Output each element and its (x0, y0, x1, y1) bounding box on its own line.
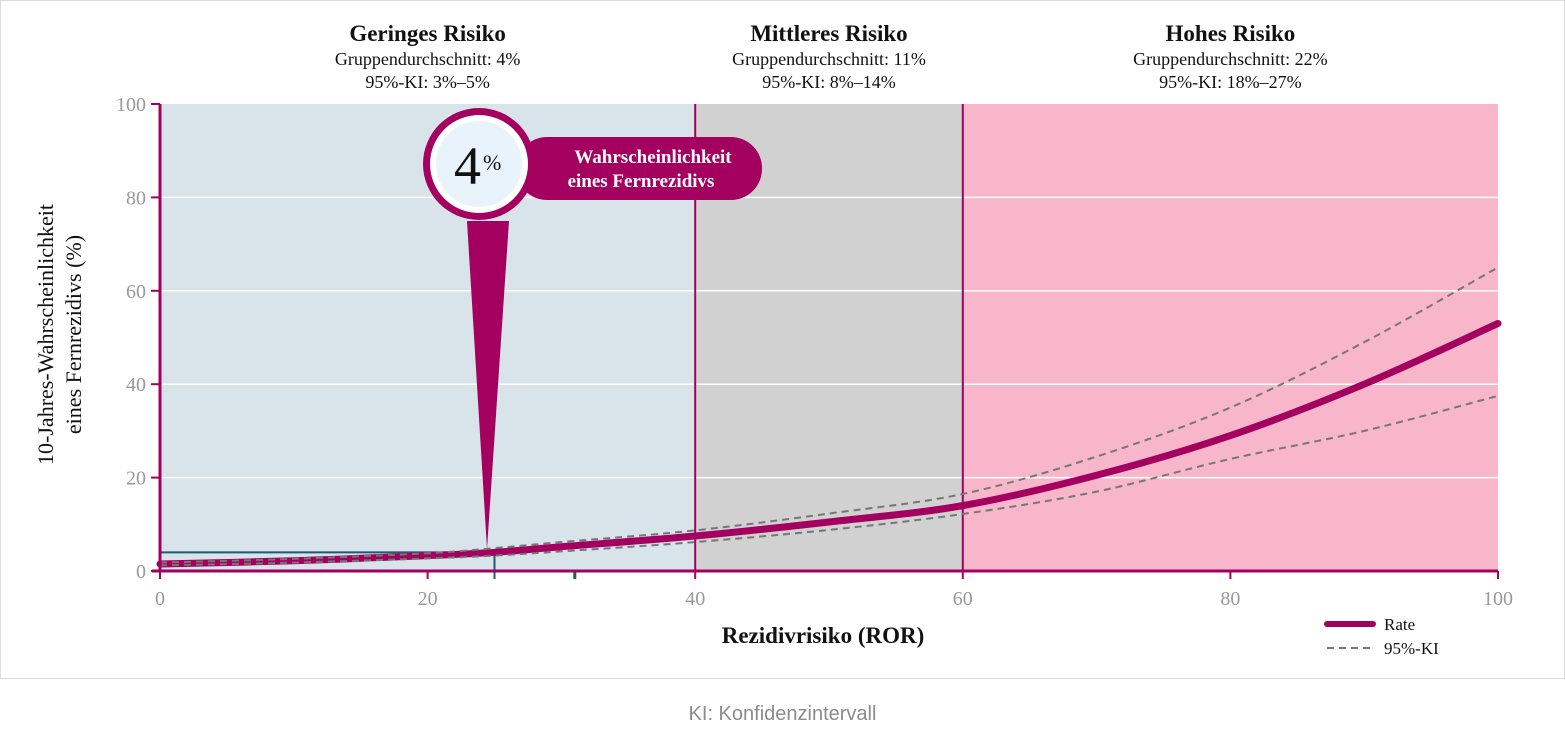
legend-rate-label: Rate (1384, 615, 1415, 634)
y-tick-label-40: 40 (126, 374, 146, 396)
marker-value: 4 (454, 136, 481, 196)
y-tick-label-80: 80 (126, 187, 146, 209)
footnote: KI: Konfidenzintervall (688, 703, 877, 725)
chart-svg: Geringes Risiko Gruppendurchschnitt: 4% 95… (33, 21, 1513, 658)
zone-ci-3: 95%-KI: 18%–27% (1159, 72, 1301, 92)
x-tick-label-80: 80 (1220, 588, 1240, 610)
y-axis-label-line1: 10-Jahres-Wahrscheinlichkeit (33, 204, 58, 465)
zone-title-2: Mittleres Risiko (750, 21, 907, 46)
marker-unit: % (483, 150, 501, 175)
zone-ci-1: 95%-KI: 3%–5% (365, 72, 489, 92)
y-tick-label-100: 100 (116, 94, 146, 116)
x-axis-label: Rezidivrisiko (ROR) (722, 623, 925, 648)
y-tick-label-0: 0 (136, 561, 146, 583)
x-tick-label-0: 0 (155, 588, 165, 610)
zone-average-3: Gruppendurchschnitt: 22% (1133, 49, 1327, 69)
ci-line-upper (159, 266, 1499, 564)
marker-label-line2: eines Fernrezidivs (568, 171, 715, 192)
zone-ci-2: 95%-KI: 8%–14% (762, 72, 895, 92)
y-axis-label-line2: eines Fernrezidivs (%) (61, 235, 86, 434)
zone-average-1: Gruppendurchschnitt: 4% (335, 49, 520, 69)
marker-pointer (467, 221, 509, 549)
y-tick-label-20: 20 (126, 468, 146, 490)
rate-line (156, 319, 1502, 568)
y-axis-label: 10-Jahres-Wahrscheinlichkeit eines Fernre… (33, 204, 86, 465)
marker-circle-inner (436, 121, 522, 207)
zone-title-1: Geringes Risiko (349, 21, 506, 46)
x-tick-label-20: 20 (418, 588, 438, 610)
marker-label-box (516, 137, 762, 200)
y-tick-label-60: 60 (126, 281, 146, 303)
x-tick-label-100: 100 (1483, 588, 1513, 610)
x-tick-label-60: 60 (953, 588, 973, 610)
zone-title-3: Hohes Risiko (1166, 21, 1296, 46)
legend-ci-label: 95%-KI (1384, 639, 1439, 658)
zone-average-2: Gruppendurchschnitt: 11% (732, 49, 926, 69)
zone-background-3 (962, 104, 1498, 571)
x-tick-label-40: 40 (685, 588, 705, 610)
chart-frame: Geringes Risiko Gruppendurchschnitt: 4% 95… (0, 0, 1565, 679)
ci-line-lower (159, 394, 1499, 567)
marker-label-line1: Wahrscheinlichkeit (574, 147, 732, 168)
